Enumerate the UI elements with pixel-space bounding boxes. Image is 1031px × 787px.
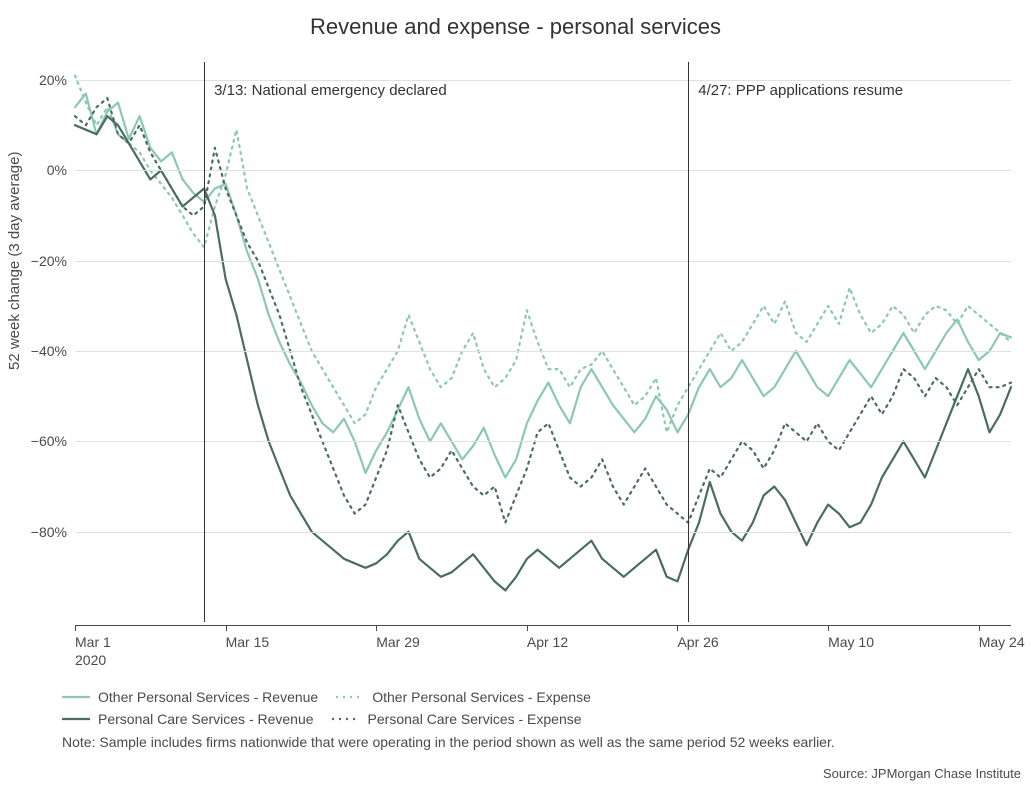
chart-svg <box>75 62 1011 622</box>
gridline <box>75 532 1011 533</box>
legend-swatch <box>62 690 90 704</box>
annotation-label: 4/27: PPP applications resume <box>698 82 903 99</box>
annotation-line <box>688 62 689 622</box>
annotation-line <box>204 62 205 622</box>
legend: Other Personal Services - Revenue Other P… <box>62 686 609 730</box>
annotation-label: 3/13: National emergency declared <box>214 82 447 99</box>
gridline <box>75 80 1011 81</box>
y-tick-label: 0% <box>17 162 67 178</box>
y-tick-label: −80% <box>17 524 67 540</box>
legend-label: Other Personal Services - Revenue <box>98 689 318 705</box>
x-tick <box>979 625 980 631</box>
x-tick-label: Mar 1 <box>75 634 111 650</box>
x-tick-label: Apr 26 <box>677 634 718 650</box>
chart-container: Revenue and expense - personal services … <box>0 0 1031 787</box>
legend-label: Other Personal Services - Expense <box>372 689 591 705</box>
gridline <box>75 170 1011 171</box>
x-tick <box>828 625 829 631</box>
source-text: Source: JPMorgan Chase Institute <box>823 766 1021 781</box>
y-tick-label: −20% <box>17 253 67 269</box>
legend-swatch <box>332 712 360 726</box>
x-tick <box>75 625 76 631</box>
legend-row: Other Personal Services - Revenue Other P… <box>62 686 609 708</box>
series-line <box>75 76 1011 433</box>
x-tick <box>677 625 678 631</box>
legend-item: Personal Care Services - Expense <box>332 711 582 727</box>
x-tick-label: Mar 15 <box>226 634 270 650</box>
chart-title: Revenue and expense - personal services <box>0 14 1031 40</box>
series-line <box>75 94 1011 478</box>
x-axis-line <box>75 625 1011 626</box>
legend-item: Personal Care Services - Revenue <box>62 711 314 727</box>
x-tick <box>226 625 227 631</box>
legend-swatch <box>62 712 90 726</box>
y-tick-label: −60% <box>17 433 67 449</box>
x-tick <box>527 625 528 631</box>
x-tick-year: 2020 <box>75 652 106 668</box>
legend-label: Personal Care Services - Expense <box>368 711 582 727</box>
x-tick-label: Mar 29 <box>376 634 420 650</box>
y-tick-label: 20% <box>17 72 67 88</box>
note-text: Note: Sample includes firms nationwide t… <box>62 734 835 750</box>
x-tick <box>376 625 377 631</box>
gridline <box>75 261 1011 262</box>
legend-label: Personal Care Services - Revenue <box>98 711 314 727</box>
legend-item: Other Personal Services - Expense <box>336 689 591 705</box>
y-tick-label: −40% <box>17 343 67 359</box>
legend-swatch <box>336 690 364 704</box>
gridline <box>75 351 1011 352</box>
legend-item: Other Personal Services - Revenue <box>62 689 318 705</box>
x-tick-label: Apr 12 <box>527 634 568 650</box>
series-line <box>75 98 1011 522</box>
plot-area: 3/13: National emergency declared 4/27: P… <box>75 62 1011 622</box>
legend-row: Personal Care Services - Revenue Personal… <box>62 708 609 730</box>
x-tick-label: May 24 <box>979 634 1025 650</box>
gridline <box>75 441 1011 442</box>
x-tick-label: May 10 <box>828 634 874 650</box>
